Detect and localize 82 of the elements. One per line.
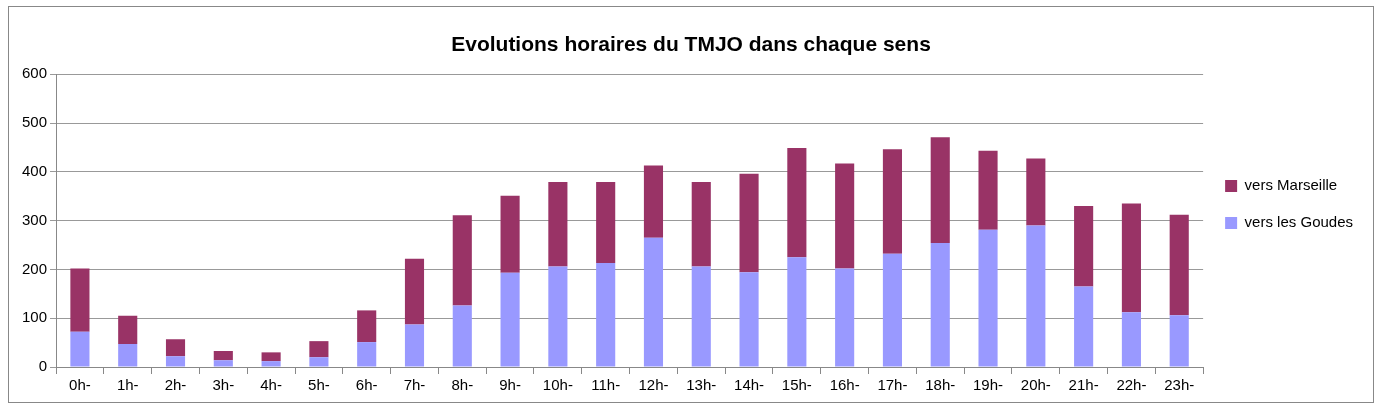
x-tick-label: 9h- [499,376,521,394]
bar [213,360,233,367]
x-tick-label: 23h- [1164,376,1195,394]
bar [643,165,664,238]
bar [691,266,711,367]
bar [213,350,233,361]
bar [165,356,186,367]
bar [1026,158,1046,226]
bar [739,272,759,367]
bar [930,243,950,367]
bar [309,341,329,358]
y-tick-label: 200 [22,259,48,277]
x-tick-label: 1h- [116,376,139,394]
bar [882,149,903,254]
bar [643,237,664,367]
x-tick-label: 20h- [1020,376,1051,394]
x-tick-label: 16h- [829,376,860,394]
x-tick-label: 22h- [1116,376,1147,394]
bar [452,305,472,367]
bar [1121,312,1141,367]
bar [261,352,281,362]
bar [500,272,520,367]
bar [1169,315,1189,367]
bar [404,258,425,325]
bar [548,266,568,367]
bar [165,339,186,357]
bar [404,324,425,367]
bar [261,361,281,367]
x-tick-label: 7h- [403,376,426,394]
x-tick-label: 12h- [638,376,669,394]
bar [70,331,90,367]
y-tick-label: 300 [22,210,48,228]
x-tick-label: 8h- [451,376,474,394]
bar [596,263,616,367]
bar [118,344,138,367]
y-tick-label: 100 [22,308,48,326]
x-tick-label: 21h- [1068,376,1099,394]
chart-title: Evolutions horaires du TMJO dans chaque sens [451,32,931,56]
y-tick-label: 600 [22,64,48,82]
x-tick-label: 14h- [734,376,765,394]
bar [1121,203,1141,313]
x-tick-label: 18h- [925,376,956,394]
x-tick-label: 3h- [212,376,235,394]
bar [930,137,950,244]
bar [1169,214,1189,316]
x-tick-label: 4h- [260,376,282,394]
bar [596,182,616,264]
legend-label: vers les Goudes [1244,213,1354,231]
bar [978,150,998,230]
bar [452,215,472,306]
y-tick-label: 400 [22,161,48,179]
legend-label: vers Marseille [1244,176,1338,194]
bar [691,182,711,267]
x-tick-label: 19h- [973,376,1004,394]
bar [882,253,903,367]
bar [357,342,377,367]
bar [70,268,90,332]
bar [787,257,807,367]
bar [118,315,138,345]
x-tick-label: 11h- [591,376,621,394]
bar [739,173,759,273]
bar [835,163,855,269]
bar [835,268,855,367]
y-tick-label: 0 [38,357,48,375]
bar [978,229,998,367]
x-tick-label: 17h- [877,376,908,394]
bar [548,182,568,267]
bar [309,357,329,367]
x-tick-label: 15h- [781,376,812,394]
x-tick-label: 2h- [164,376,187,394]
x-tick-label: 13h- [686,376,717,394]
bar [787,147,807,258]
x-tick-label: 6h- [355,376,378,394]
x-tick-label: 5h- [308,376,330,394]
bar [1074,205,1094,287]
bar [1074,286,1094,367]
x-tick-label: 0h- [69,376,91,394]
bar [500,195,520,273]
bar [357,310,377,343]
y-tick-label: 500 [22,113,48,131]
x-tick-label: 10h- [542,376,573,394]
bar [1026,225,1046,367]
